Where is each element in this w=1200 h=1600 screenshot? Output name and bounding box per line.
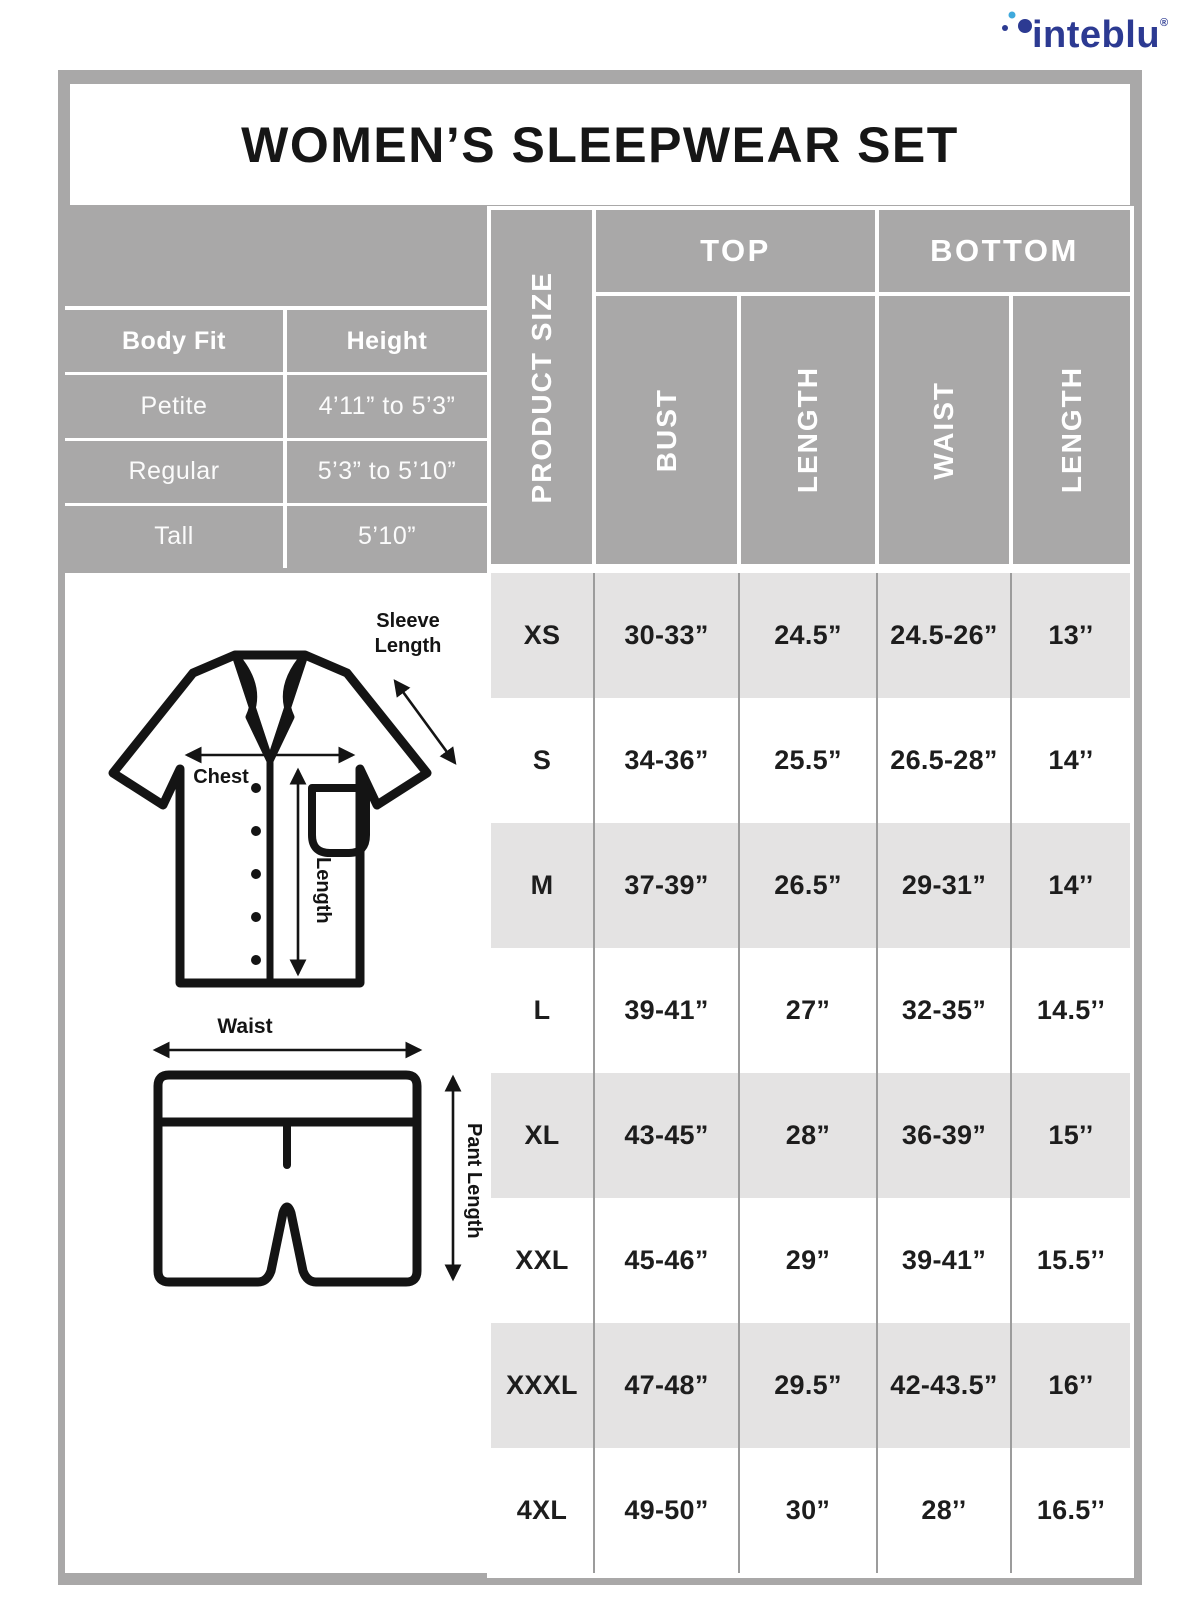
waist-cell: 32-35” bbox=[876, 948, 1010, 1073]
bottom-length-cell: 15’’ bbox=[1010, 1073, 1130, 1198]
waist-header: WAIST bbox=[879, 296, 1009, 564]
brand-name: inteblu bbox=[1032, 14, 1161, 56]
pant-length-label: Pant Length bbox=[463, 1122, 485, 1239]
table-row: XS 30-33” 24.5” 24.5-26” 13’’ bbox=[491, 573, 1130, 698]
top-length-cell: 24.5” bbox=[738, 573, 876, 698]
table-row: XL 43-45” 28” 36-39” 15’’ bbox=[491, 1073, 1130, 1198]
registered-mark: ® bbox=[1160, 17, 1169, 29]
waist-label: Waist bbox=[217, 1015, 273, 1038]
size-cell: XS bbox=[523, 620, 561, 650]
top-length-cell: 29.5” bbox=[738, 1323, 876, 1448]
top-length-cell: 25.5” bbox=[738, 698, 876, 823]
title-box: WOMEN’S SLEEPWEAR SET bbox=[70, 84, 1130, 205]
waist-cell: 29-31” bbox=[876, 823, 1010, 948]
height-value: 5’3” to 5’10” bbox=[287, 440, 487, 503]
top-length-cell: 28” bbox=[738, 1073, 876, 1198]
size-table-body: XS 30-33” 24.5” 24.5-26” 13’’ S 34-36” 2… bbox=[491, 573, 1130, 1573]
bottom-length-cell: 13’’ bbox=[1010, 573, 1130, 698]
bottom-length-cell: 15.5’’ bbox=[1010, 1198, 1130, 1323]
product-size-header: PRODUCT SIZE bbox=[491, 210, 592, 564]
bottom-length-cell: 16.5’’ bbox=[1010, 1448, 1130, 1573]
height-value: 5’10” bbox=[287, 505, 487, 568]
top-length-cell: 26.5” bbox=[738, 823, 876, 948]
logo-dots-icon bbox=[1002, 11, 1032, 33]
sleeve-length-arrow bbox=[393, 679, 457, 765]
table-row: XXL 45-46” 29” 39-41” 15.5’’ bbox=[491, 1198, 1130, 1323]
top-length-cell: 30” bbox=[738, 1448, 876, 1573]
height-value: 4’11” to 5’3” bbox=[287, 375, 487, 438]
body-fit-value: Petite bbox=[65, 375, 283, 438]
top-length-header: LENGTH bbox=[741, 296, 875, 564]
top-length-cell: 27” bbox=[738, 948, 876, 1073]
bust-cell: 34-36” bbox=[593, 698, 738, 823]
height-header: Height bbox=[287, 310, 487, 373]
top-group-header: TOP bbox=[596, 210, 875, 292]
waist-cell: 26.5-28” bbox=[876, 698, 1010, 823]
shorts-diagram bbox=[153, 1070, 422, 1287]
measurement-diagrams: Sleeve Length Chest Length Waist Pant Le… bbox=[65, 573, 487, 1573]
brand-logo: inteblu ® bbox=[998, 6, 1168, 54]
bust-cell: 43-45” bbox=[593, 1073, 738, 1198]
page-title: WOMEN’S SLEEPWEAR SET bbox=[241, 116, 959, 173]
shirt-diagram bbox=[108, 650, 432, 988]
body-fit-header: Body Fit bbox=[65, 310, 283, 373]
bust-cell: 37-39” bbox=[593, 823, 738, 948]
body-fit-value: Tall bbox=[65, 505, 283, 568]
bottom-length-header: LENGTH bbox=[1013, 296, 1130, 564]
size-cell: XL bbox=[524, 1120, 560, 1150]
size-cell: 4XL bbox=[516, 1495, 568, 1525]
size-table: PRODUCT SIZE TOP BOTTOM BUST LENGTH WAIS… bbox=[487, 206, 1134, 1578]
sleeve-length-label: Sleeve Length bbox=[374, 610, 442, 657]
bottom-length-cell: 14.5’’ bbox=[1010, 948, 1130, 1073]
size-cell: S bbox=[532, 745, 552, 775]
bust-cell: 49-50” bbox=[593, 1448, 738, 1573]
size-cell: XXL bbox=[515, 1245, 569, 1275]
bottom-length-cell: 14’’ bbox=[1010, 698, 1130, 823]
chest-label: Chest bbox=[193, 766, 249, 788]
bust-cell: 47-48” bbox=[593, 1323, 738, 1448]
size-cell: M bbox=[530, 870, 554, 900]
table-row: XXXL 47-48” 29.5” 42-43.5” 16’’ bbox=[491, 1323, 1130, 1448]
body-fit-value: Regular bbox=[65, 440, 283, 503]
bust-cell: 30-33” bbox=[593, 573, 738, 698]
table-row: M 37-39” 26.5” 29-31” 14’’ bbox=[491, 823, 1130, 948]
table-row: 4XL 49-50” 30” 28’’ 16.5’’ bbox=[491, 1448, 1130, 1573]
bust-cell: 45-46” bbox=[593, 1198, 738, 1323]
bottom-length-cell: 14’’ bbox=[1010, 823, 1130, 948]
body-fit-table: Body Fit Height Petite 4’11” to 5’3” Reg… bbox=[65, 306, 487, 568]
bottom-group-header: BOTTOM bbox=[879, 210, 1130, 292]
bust-header: BUST bbox=[596, 296, 737, 564]
waist-cell: 36-39” bbox=[876, 1073, 1010, 1198]
size-cell: XXXL bbox=[506, 1370, 578, 1400]
waist-cell: 28’’ bbox=[876, 1448, 1010, 1573]
waist-cell: 39-41” bbox=[876, 1198, 1010, 1323]
size-cell: L bbox=[533, 995, 551, 1025]
waist-cell: 24.5-26” bbox=[876, 573, 1010, 698]
top-length-cell: 29” bbox=[738, 1198, 876, 1323]
bust-cell: 39-41” bbox=[593, 948, 738, 1073]
table-row: L 39-41” 27” 32-35” 14.5’’ bbox=[491, 948, 1130, 1073]
bottom-length-cell: 16’’ bbox=[1010, 1323, 1130, 1448]
table-row: S 34-36” 25.5” 26.5-28” 14’’ bbox=[491, 698, 1130, 823]
waist-cell: 42-43.5” bbox=[876, 1323, 1010, 1448]
shirt-length-label: Length bbox=[312, 857, 334, 924]
garment-sketch bbox=[108, 650, 462, 1287]
